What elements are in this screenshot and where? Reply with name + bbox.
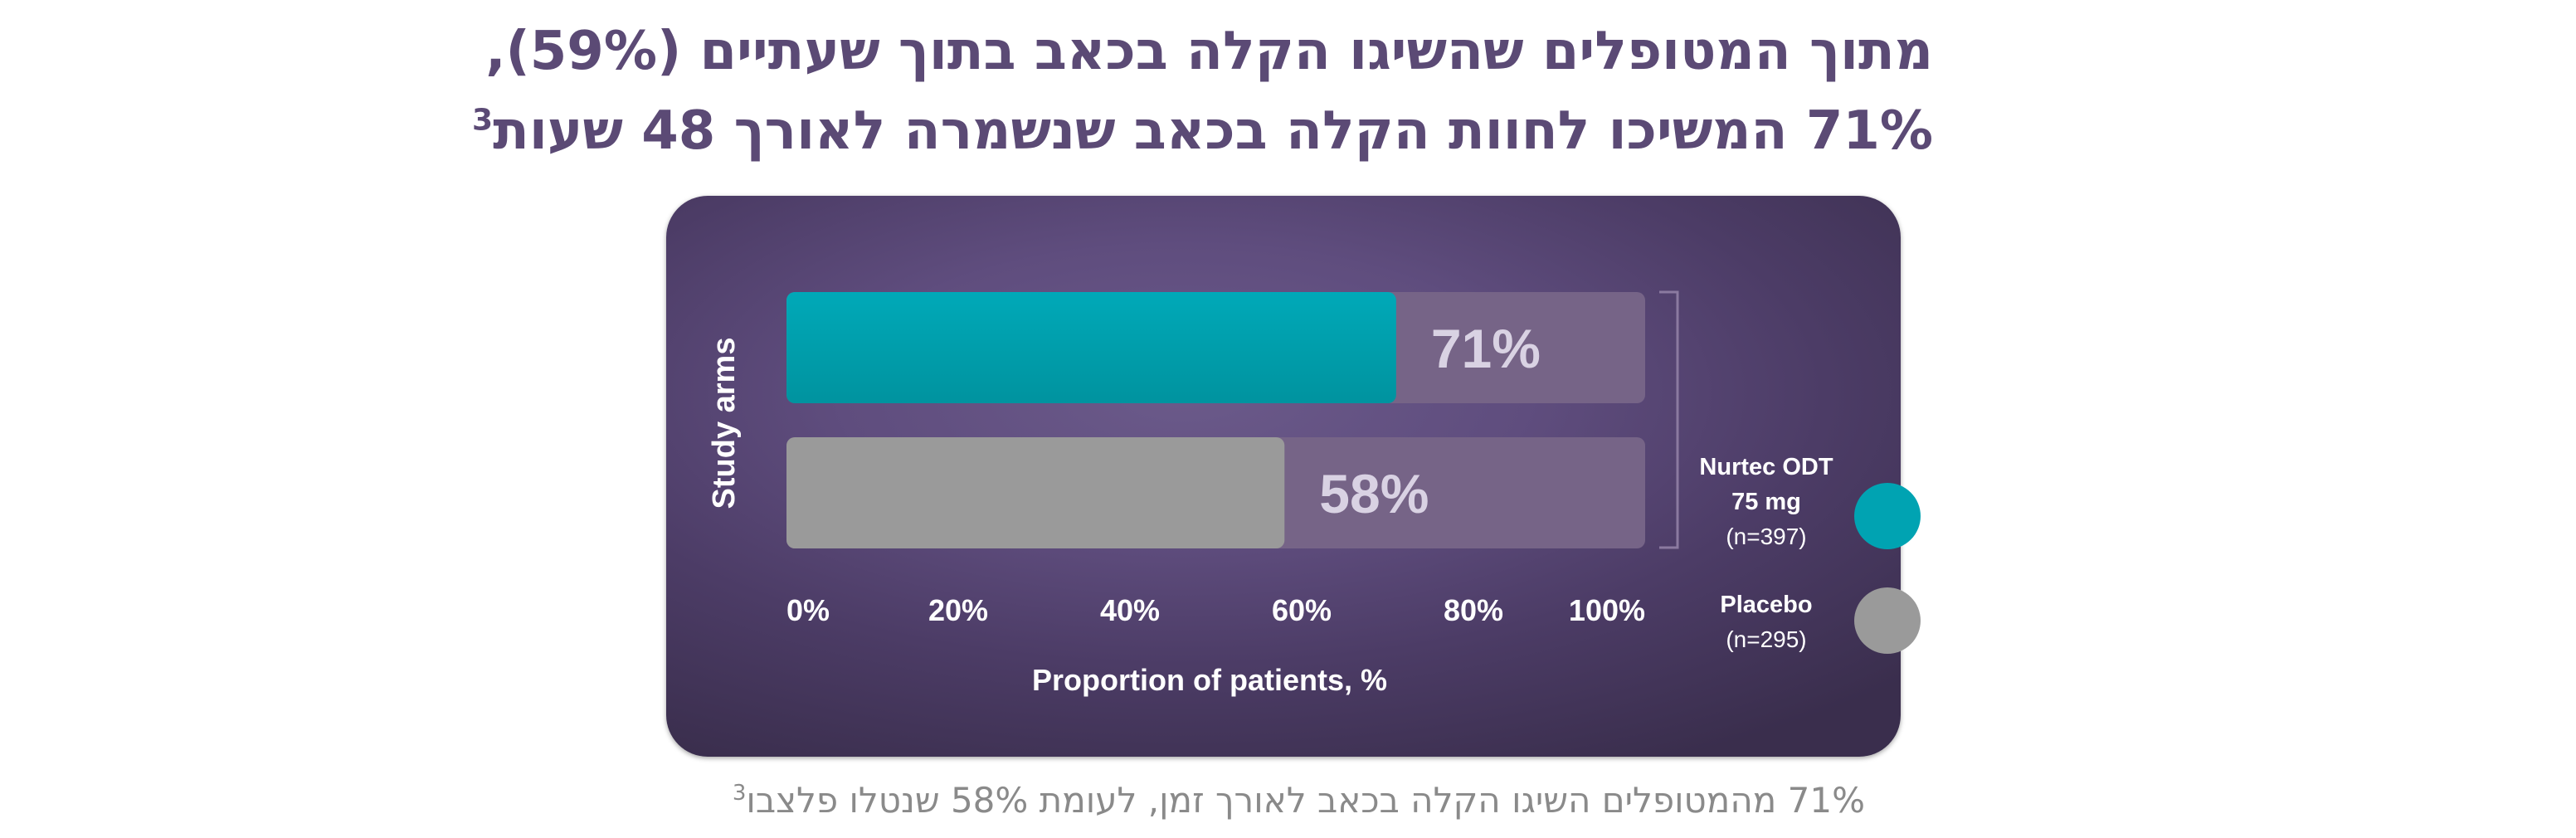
chart-title: מתוך המטופלים שהשיגו הקלה בכאב בתוך שעתי… [472,12,1933,171]
x-axis-label: Proportion of patients, % [1032,663,1387,697]
group-bracket [1659,290,1679,549]
title-reference: 3 [472,103,494,138]
legend-swatch-2 [1854,587,1921,654]
x-tick-label: 80% [1444,593,1503,627]
x-tick-label: 100% [1569,593,1645,627]
legend-swatch-1 [1854,483,1921,549]
footnote-reference: 3 [732,781,747,806]
x-tick-label: 0% [786,593,830,627]
legend-label-1: 75 mg [1731,489,1801,515]
bar-value-label-1: 71% [1431,318,1541,379]
bar-2 [786,437,1285,548]
legend-label-1: Nurtec ODT [1699,454,1833,480]
legend-label-1: (n=397) [1726,524,1806,549]
bar-value-label-2: 58% [1319,463,1429,524]
x-tick-label: 60% [1272,593,1332,627]
legend-label-2: Placebo [1720,592,1812,618]
x-tick-label: 40% [1100,593,1160,627]
footnote: 71% מהמטופלים השיגו הקלה בכאב לאורך זמן,… [581,776,1865,826]
title-line-1: מתוך המטופלים שהשיגו הקלה בכאב בתוך שעתי… [485,21,1933,82]
title-line-2-text: 71% המשיכו לחוות הקלה בכאב שנשמרה לאורך … [493,100,1933,162]
title-line-2: 71% המשיכו לחוות הקלה בכאב שנשמרה לאורך … [472,91,1933,171]
y-axis-label: Study arms [707,338,742,509]
bar-1 [786,292,1396,403]
legend-label-2: (n=295) [1726,626,1806,652]
footnote-text: 71% מהמטופלים השיגו הקלה בכאב לאורך זמן,… [746,780,1865,821]
x-tick-label: 20% [928,593,988,627]
